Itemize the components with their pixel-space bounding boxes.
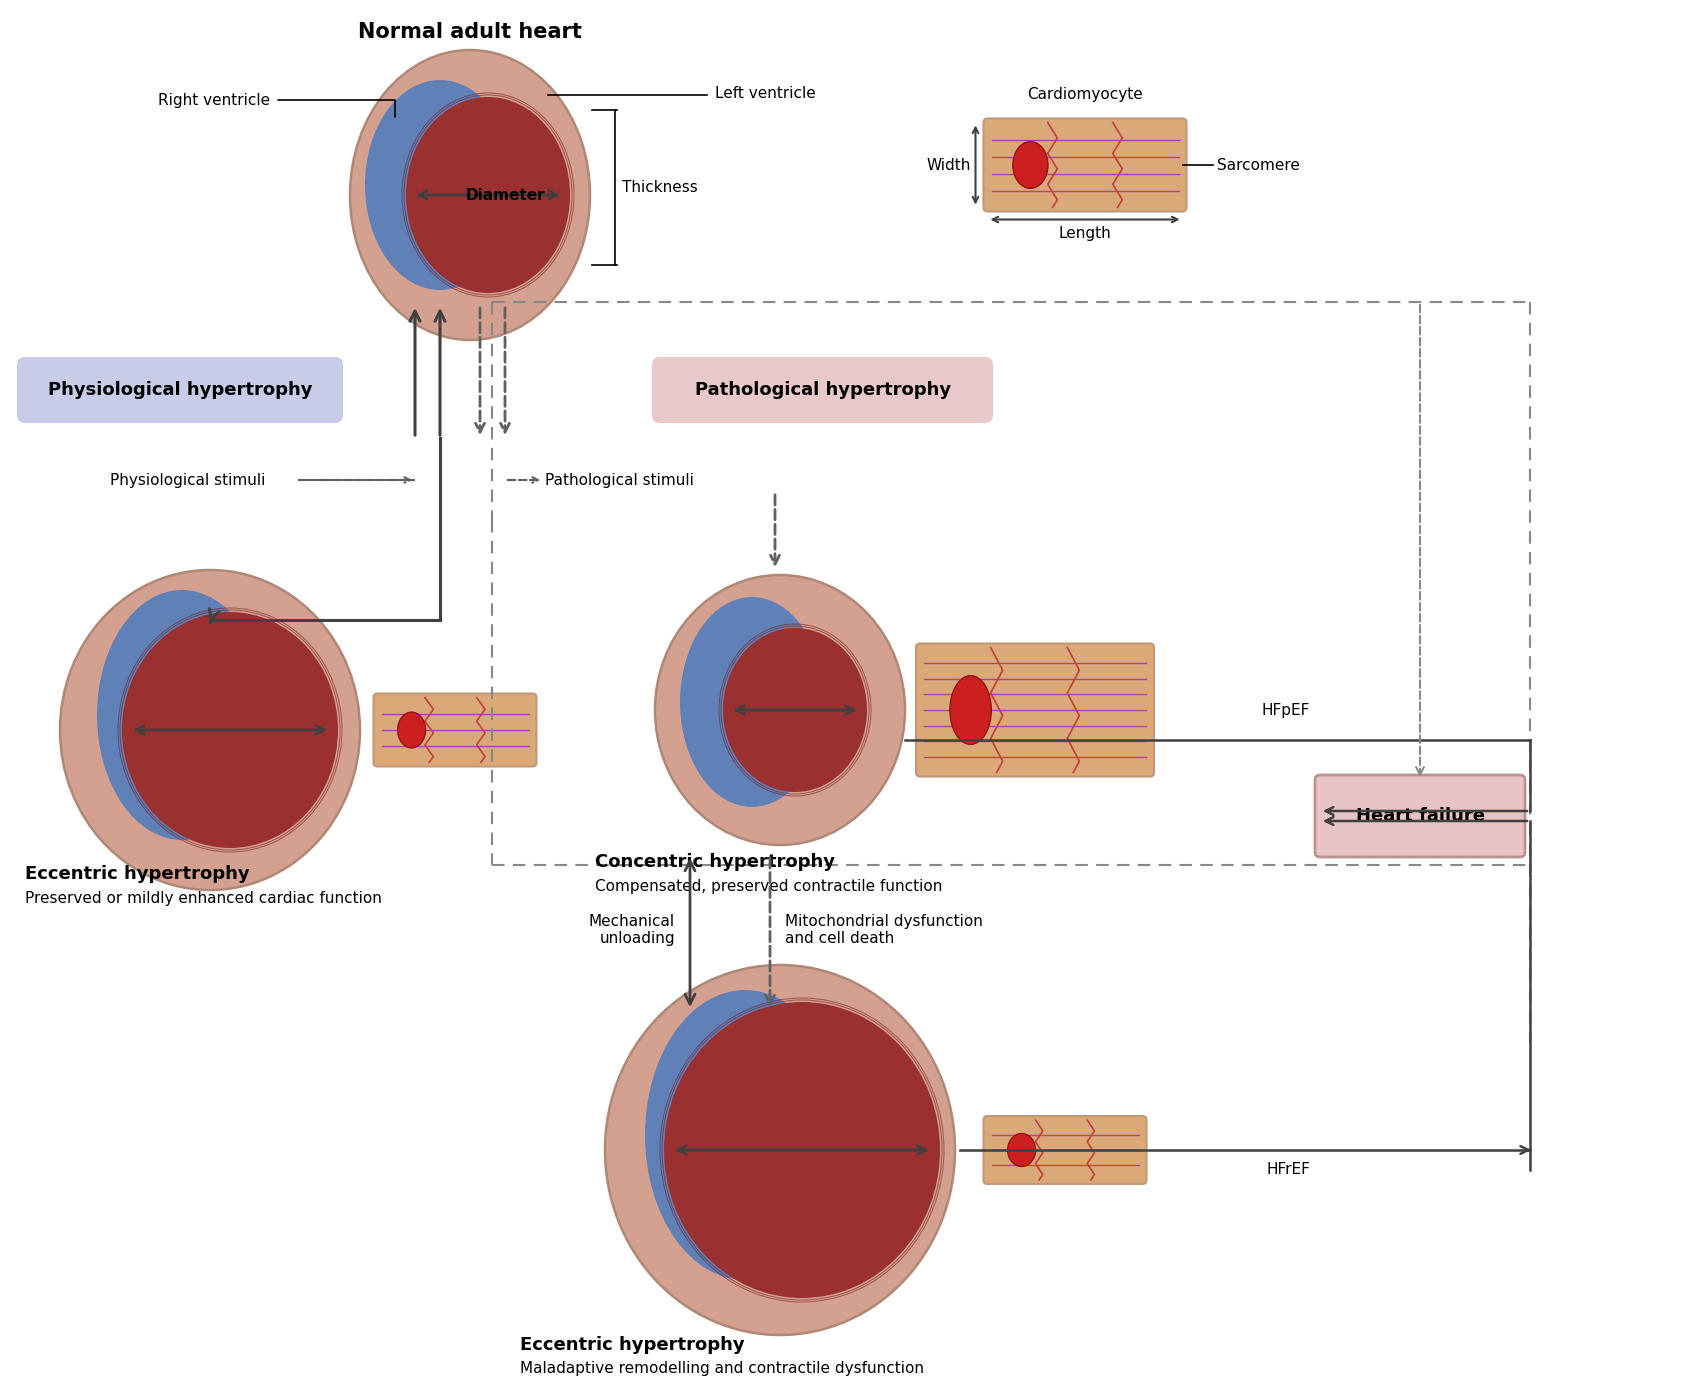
Ellipse shape (1008, 1133, 1035, 1166)
Text: Length: Length (1059, 226, 1112, 241)
Ellipse shape (950, 676, 991, 744)
FancyBboxPatch shape (916, 644, 1154, 777)
Text: Thickness: Thickness (623, 180, 697, 194)
Text: Normal adult heart: Normal adult heart (358, 22, 582, 42)
Text: Cardiomyocyte: Cardiomyocyte (1027, 87, 1142, 102)
Text: Right ventricle: Right ventricle (158, 93, 270, 108)
Ellipse shape (723, 627, 867, 792)
Ellipse shape (645, 990, 845, 1280)
Text: HFpEF: HFpEF (1261, 702, 1310, 717)
Text: HFrEF: HFrEF (1266, 1162, 1310, 1177)
Ellipse shape (397, 712, 426, 748)
Text: Eccentric hypertrophy: Eccentric hypertrophy (25, 866, 249, 884)
FancyBboxPatch shape (984, 119, 1186, 212)
FancyBboxPatch shape (1315, 776, 1526, 857)
Text: Physiological stimuli: Physiological stimuli (110, 472, 265, 488)
Text: Maladaptive remodelling and contractile dysfunction: Maladaptive remodelling and contractile … (519, 1360, 923, 1375)
Text: Physiological hypertrophy: Physiological hypertrophy (48, 381, 312, 399)
Text: Mechanical
unloading: Mechanical unloading (589, 914, 675, 946)
Text: Left ventricle: Left ventricle (714, 86, 816, 101)
FancyBboxPatch shape (984, 1116, 1147, 1184)
Text: Compensated, preserved contractile function: Compensated, preserved contractile funct… (596, 878, 942, 893)
Ellipse shape (97, 590, 266, 839)
Ellipse shape (1013, 141, 1049, 188)
Ellipse shape (664, 1001, 940, 1298)
FancyBboxPatch shape (373, 694, 536, 766)
Text: Width: Width (927, 158, 971, 173)
Text: Pathological hypertrophy: Pathological hypertrophy (696, 381, 950, 399)
FancyBboxPatch shape (652, 357, 993, 422)
Text: Preserved or mildly enhanced cardiac function: Preserved or mildly enhanced cardiac fun… (25, 891, 382, 906)
Ellipse shape (59, 571, 360, 891)
FancyBboxPatch shape (17, 357, 343, 422)
Ellipse shape (122, 612, 338, 848)
Ellipse shape (406, 97, 570, 294)
Text: Eccentric hypertrophy: Eccentric hypertrophy (519, 1337, 745, 1355)
Text: Diameter: Diameter (465, 187, 545, 202)
Text: Sarcomere: Sarcomere (1217, 158, 1300, 173)
Text: Heart failure: Heart failure (1356, 807, 1485, 825)
Text: Pathological stimuli: Pathological stimuli (545, 472, 694, 488)
Ellipse shape (680, 597, 825, 807)
Ellipse shape (655, 575, 905, 845)
Ellipse shape (365, 80, 514, 289)
Text: Concentric hypertrophy: Concentric hypertrophy (596, 853, 835, 871)
Ellipse shape (350, 50, 591, 339)
Text: Mitochondrial dysfunction
and cell death: Mitochondrial dysfunction and cell death (786, 914, 983, 946)
Ellipse shape (606, 965, 955, 1335)
